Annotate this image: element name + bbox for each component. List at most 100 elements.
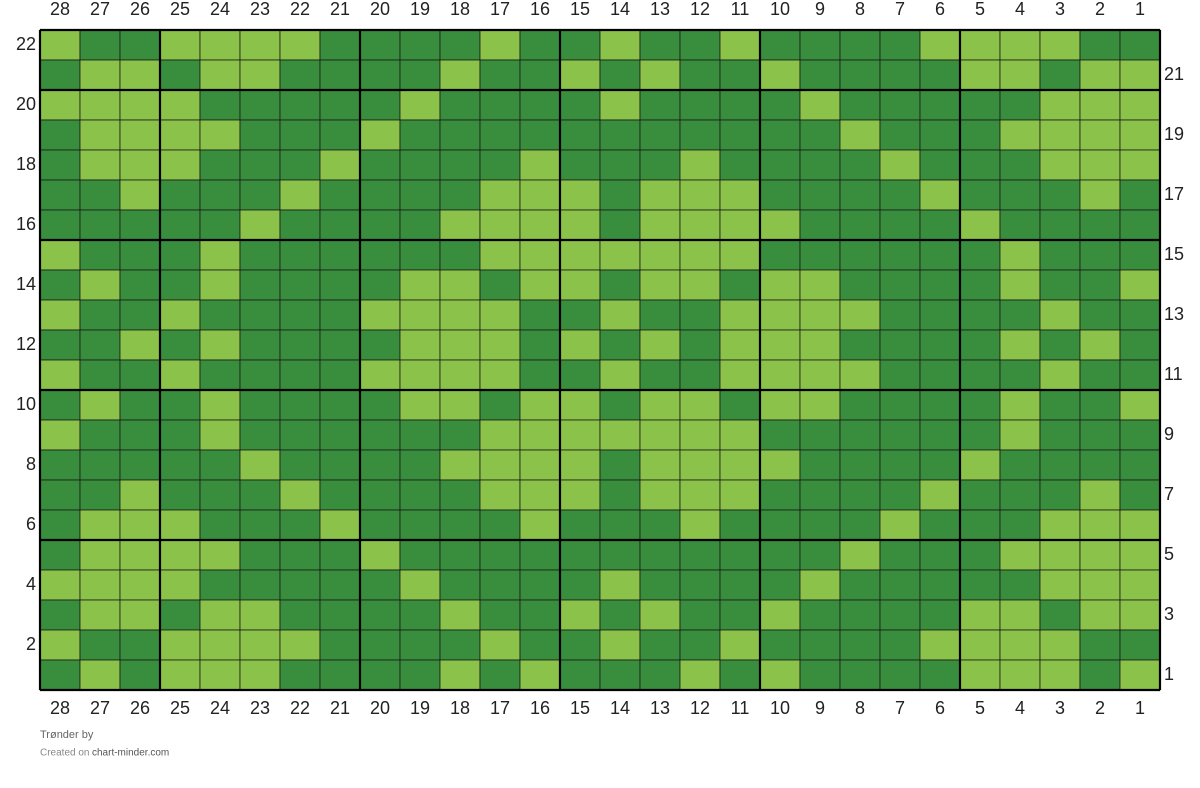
cell [679,59,721,91]
cell [1079,359,1121,391]
cell [599,449,641,481]
cell [999,419,1041,451]
column-number: 2 [1095,698,1105,718]
cell [1039,479,1081,511]
cell [879,659,921,691]
column-number: 15 [570,698,590,718]
cell [239,479,281,511]
cell [79,539,121,571]
cell [199,509,241,541]
cell [159,179,201,211]
column-number: 25 [170,698,190,718]
cell [719,449,761,481]
cell [679,179,721,211]
cell [239,569,281,601]
cell [199,539,241,571]
column-number: 3 [1055,698,1065,718]
column-number: 20 [370,0,390,19]
cell [919,659,961,691]
cell [799,209,841,241]
cell [399,449,441,481]
cell [839,569,881,601]
cell [919,449,961,481]
cell [999,509,1041,541]
cell [359,119,401,151]
cell [119,59,161,91]
cell [279,239,321,271]
row-number: 19 [1164,124,1184,144]
cell [1119,239,1161,271]
cell [959,29,1001,61]
cell [319,209,361,241]
cell [1039,119,1081,151]
cell [279,59,321,91]
cell [519,509,561,541]
cell [759,419,801,451]
cell [599,59,641,91]
cell [719,629,761,661]
cell [999,569,1041,601]
cell [1119,149,1161,181]
cell [199,599,241,631]
cell [599,509,641,541]
cell [399,479,441,511]
cell [559,59,601,91]
cell [79,269,121,301]
cell [319,569,361,601]
cell [1119,59,1161,91]
cell [559,329,601,361]
cell [159,59,201,91]
cell [879,479,921,511]
cell [559,449,601,481]
cell [359,329,401,361]
cell [79,479,121,511]
cell [559,509,601,541]
credit-site: chart-minder.com [92,748,169,759]
cell [159,629,201,661]
cell [919,89,961,121]
cell [1119,179,1161,211]
cell [1079,539,1121,571]
cell [639,389,681,421]
cell [39,599,81,631]
cell [79,149,121,181]
cell [999,299,1041,331]
column-number: 12 [690,698,710,718]
cell [919,119,961,151]
cell [119,599,161,631]
column-number: 24 [210,0,230,19]
cell [599,659,641,691]
cell [839,539,881,571]
column-number: 12 [690,0,710,19]
cell [439,329,481,361]
cell [279,659,321,691]
cell [759,239,801,271]
cell [1079,29,1121,61]
cell [199,419,241,451]
cell [479,209,521,241]
cell [959,299,1001,331]
cell [559,149,601,181]
cell [879,539,921,571]
column-number: 9 [815,698,825,718]
cell [439,359,481,391]
cell [1079,59,1121,91]
cell [679,89,721,121]
cell [759,449,801,481]
cell [119,329,161,361]
cell [359,539,401,571]
cell [39,179,81,211]
cell [839,179,881,211]
cell [999,149,1041,181]
cell [959,479,1001,511]
cell [639,239,681,271]
cell [1119,599,1161,631]
cell [639,179,681,211]
row-number: 8 [26,454,36,474]
cell [399,659,441,691]
cell [39,89,81,121]
cell [359,359,401,391]
cell [679,239,721,271]
cell [239,359,281,391]
cell [479,509,521,541]
